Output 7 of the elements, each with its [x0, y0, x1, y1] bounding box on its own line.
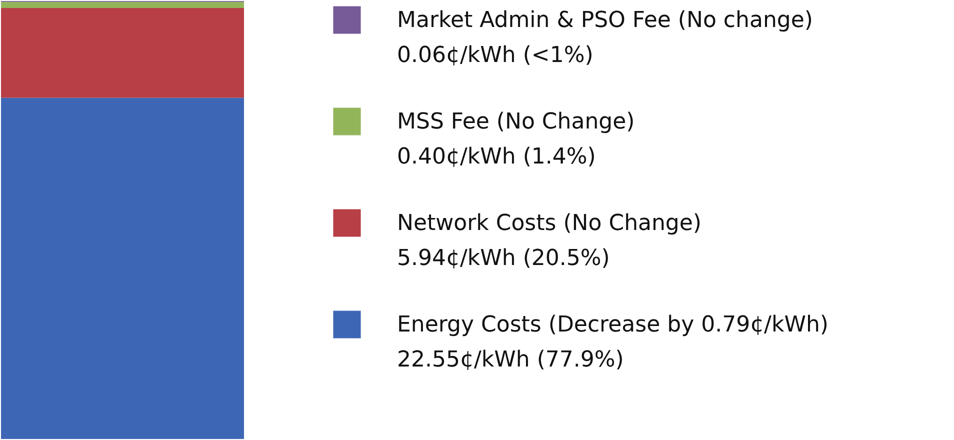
legend-label: Network Costs (No Change) 5.94¢/kWh (20.5%): [397, 211, 702, 271]
bar: [1, 98, 244, 439]
legend-label: Energy Costs (Decrease by 0.79¢/kWh) 22.55¢/kWh (77.9%): [397, 312, 828, 372]
legend-label: Market Admin & PSO Fee (No change) 0.06¢/kWh (<1%): [397, 8, 813, 68]
legend-label: MSS Fee (No Change) 0.40¢/kWh (1.4%): [397, 110, 635, 170]
bar: [1, 2, 244, 8]
bar: [1, 8, 244, 98]
